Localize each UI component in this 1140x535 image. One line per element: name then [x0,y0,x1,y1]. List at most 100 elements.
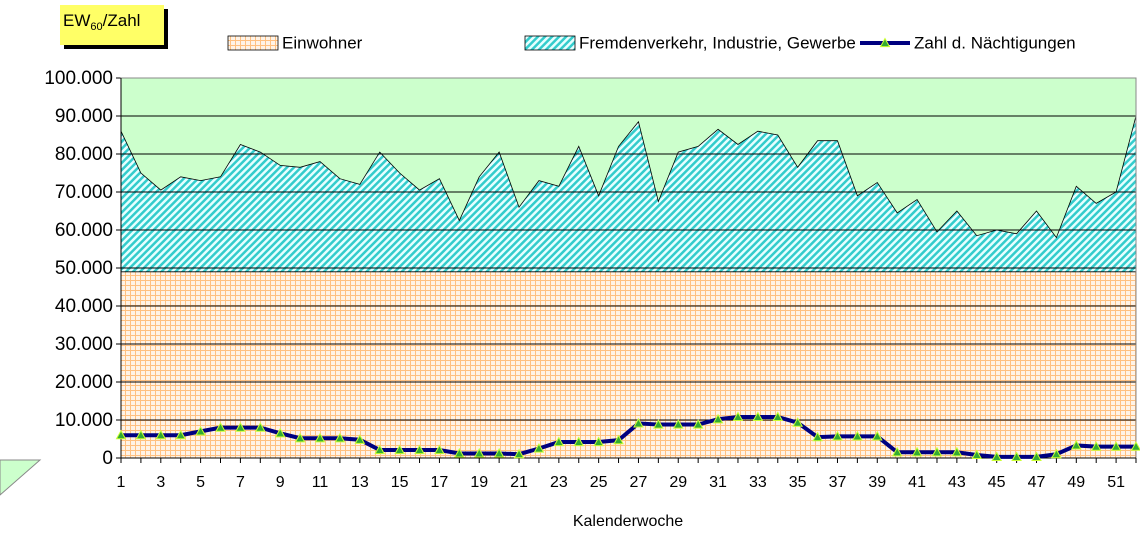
point-marker [513,448,525,459]
point-marker [752,411,764,422]
point-marker [533,442,545,453]
point-marker [394,444,405,455]
legend-label: Einwohner [282,33,363,52]
point-marker [414,444,425,455]
point-marker [155,429,167,440]
point-marker [971,449,983,460]
x-tick-label: 5 [196,474,205,491]
point-marker [195,425,206,436]
y-tick-label: 0 [102,448,113,469]
y-label-sub: 60 [90,21,102,33]
x-tick-label: 27 [630,474,648,491]
x-tick-label: 39 [868,474,886,491]
x-tick-label: 3 [156,474,165,491]
legend-swatch [524,35,576,51]
point-marker [553,436,565,447]
y-tick-label: 70.000 [55,182,113,203]
point-marker [573,436,585,447]
y-tick-label: 30.000 [55,334,113,355]
point-marker [931,446,943,457]
point-marker [374,444,386,455]
point-marker [852,430,863,441]
x-tick-label: 21 [510,474,528,491]
point-marker [692,419,704,429]
point-marker [235,422,246,432]
x-tick-label: 37 [829,474,847,491]
point-marker [334,432,346,443]
y-label-rest: /Zahl [103,11,141,30]
y-tick-label: 40.000 [55,296,113,317]
y-tick-label: 60.000 [55,220,113,241]
y-tick-label: 90.000 [55,106,113,127]
point-marker [175,429,187,440]
y-tick-label: 20.000 [55,372,113,393]
x-tick-label: 49 [1067,474,1085,491]
legend-marker [879,37,891,48]
x-tick-label: 19 [470,474,488,491]
point-marker [135,429,147,440]
point-marker [1011,451,1022,461]
line [121,414,1136,459]
point-marker [1090,441,1102,451]
x-tick-label: 33 [749,474,767,491]
point-marker [871,430,883,441]
y-label-main: EW [63,11,90,30]
point-marker [712,413,724,424]
point-marker [215,422,226,432]
point-marker [254,422,266,432]
point-marker [792,417,804,427]
y-axis-label: EW60/Zahl [63,11,140,32]
point-marker [653,419,664,429]
x-tick-label: 25 [590,474,608,491]
point-marker [911,446,923,457]
point-marker [1070,439,1082,450]
point-marker [1130,441,1140,451]
x-tick-label: 15 [391,474,409,491]
x-tick-label: 11 [312,474,329,491]
point-marker [294,432,306,443]
point-marker [1031,451,1042,461]
point-marker [453,447,465,458]
legend-swatch [227,35,279,51]
point-marker [672,419,684,429]
legend-label: Fremdenverkehr, Industrie, Gewerbe [579,33,856,52]
point-marker [633,417,644,428]
x-tick-label: 13 [351,474,369,491]
y-tick-label: 100.000 [44,68,113,89]
point-marker [354,434,366,444]
y-tick-label: 80.000 [55,144,113,165]
point-marker [891,446,903,457]
point-marker [1051,448,1062,459]
area [121,271,1136,458]
legend-label: Zahl d. Nächtigungen [914,33,1076,52]
y-tick-label: 50.000 [55,258,113,279]
point-marker [314,432,326,443]
point-marker [493,447,505,458]
decor-triangle [0,459,42,496]
x-tick-label: 41 [908,474,926,491]
point-marker [812,431,823,442]
point-marker [473,447,485,458]
x-tick-label: 45 [988,474,1006,491]
y-tick-label: 10.000 [55,410,113,431]
point-marker [115,429,127,440]
x-tick-label: 23 [550,474,568,491]
x-tick-label: 29 [669,474,687,491]
x-axis-title: Kalenderwoche [573,513,683,530]
point-marker [991,451,1003,461]
point-marker [1110,441,1122,451]
x-tick-label: 43 [948,474,966,491]
point-marker [772,411,784,422]
point-marker [593,436,604,447]
x-tick-label: 17 [431,474,449,491]
point-marker [274,427,286,438]
x-tick-label: 7 [236,474,245,491]
point-marker [732,411,744,422]
x-tick-label: 31 [709,474,727,491]
point-marker [613,434,624,445]
x-tick-label: 47 [1028,474,1046,491]
x-tick-label: 35 [789,474,807,491]
x-tick-label: 51 [1107,474,1125,491]
point-marker [434,444,445,455]
